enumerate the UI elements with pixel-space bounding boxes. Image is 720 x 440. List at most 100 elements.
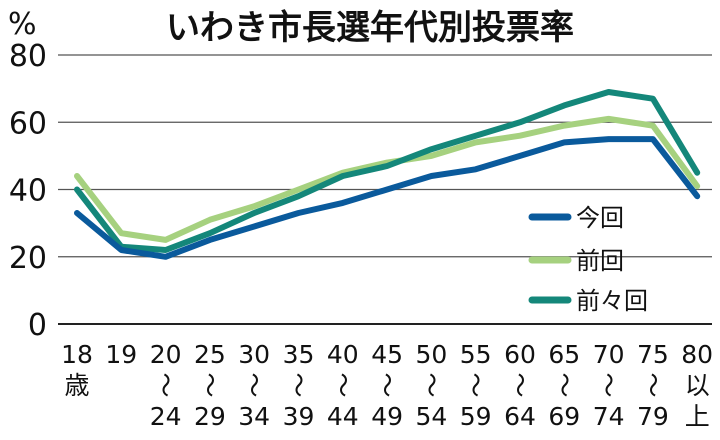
x-tick-label-line: 45 [371, 340, 403, 369]
x-tick-label-line: 40 [327, 340, 359, 369]
data-point [430, 148, 432, 150]
x-tick-label-line: ～ [594, 372, 623, 397]
x-tick-label-line: 54 [415, 402, 447, 431]
data-point [120, 232, 122, 234]
x-tick-label: 19 [105, 340, 137, 369]
y-unit-label: % [8, 7, 37, 42]
data-point [519, 155, 521, 157]
data-point [652, 125, 654, 127]
x-tick-label-line: 18 [61, 340, 93, 369]
data-point [120, 249, 122, 251]
x-tick-label: 25 ～ 29 [194, 340, 226, 431]
x-tick-label: 50 ～ 54 [415, 340, 447, 431]
x-tick-label-line: 50 [415, 340, 447, 369]
data-point [652, 138, 654, 140]
data-point [563, 141, 565, 143]
data-point [608, 138, 610, 140]
x-tick-label: 35 ～ 39 [283, 340, 315, 431]
data-point [563, 125, 565, 127]
x-tick-label-line: 34 [238, 402, 270, 431]
x-tick-label-line: ～ [416, 372, 445, 397]
data-point [386, 165, 388, 167]
x-tick-label-line: 20 [150, 340, 182, 369]
data-point [342, 175, 344, 177]
x-tick-label-line: 55 [460, 340, 492, 369]
data-point [696, 172, 698, 174]
y-tick-label: 40 [9, 174, 47, 209]
legend-label: 前回 [576, 247, 624, 275]
x-tick-label-line: ～ [638, 372, 667, 397]
x-tick-label-line: 59 [460, 402, 492, 431]
x-tick-label-line: 19 [105, 340, 137, 369]
x-tick-label-line: 75 [637, 340, 669, 369]
y-tick-label: 60 [9, 106, 47, 141]
x-tick-label-line: 29 [194, 402, 226, 431]
x-tick-label-line: 25 [194, 340, 226, 369]
data-point [475, 168, 477, 170]
data-point [563, 104, 565, 106]
x-tick-label-line: 歳 [64, 371, 89, 400]
data-point [209, 239, 211, 241]
x-tick-label-line: ～ [151, 372, 180, 397]
x-tick-label-line: 74 [593, 402, 625, 431]
data-point [76, 212, 78, 214]
x-tick-label-line: ～ [239, 372, 268, 397]
data-point [298, 212, 299, 214]
x-tick-label-line: 上 [685, 402, 710, 431]
data-point [608, 91, 610, 93]
y-tick-label: 80 [9, 39, 47, 74]
series-lines [74, 89, 701, 260]
x-tick-label: 18歳 [61, 340, 93, 400]
data-point [209, 219, 211, 221]
data-point [298, 195, 299, 197]
data-point [519, 121, 521, 123]
x-tick-label-line: 44 [327, 402, 359, 431]
x-tick-label-line: 64 [504, 402, 536, 431]
data-point [519, 135, 521, 137]
data-point [165, 249, 167, 251]
data-point [608, 118, 610, 120]
data-point [696, 185, 698, 187]
x-tick-label: 45 ～ 49 [371, 340, 403, 431]
x-tick-label: 65 ～ 69 [548, 340, 580, 431]
x-tick-label-line: 69 [548, 402, 580, 431]
x-tick-label-line: ～ [372, 372, 401, 397]
chart-title: いわき市長選年代別投票率 [166, 8, 574, 48]
y-axis: 0 20 40 60 80 [9, 39, 47, 343]
x-tick-label-line: 60 [504, 340, 536, 369]
data-point [475, 141, 477, 143]
x-tick-label-line: 70 [593, 340, 625, 369]
data-point [652, 98, 654, 100]
x-tick-label-line: 35 [283, 340, 315, 369]
x-tick-label-line: 65 [548, 340, 580, 369]
data-point [430, 155, 432, 157]
x-tick-label: 20 ～ 24 [150, 340, 182, 431]
x-tick-label-line: 80 [681, 340, 713, 369]
x-tick-label: 70 ～ 74 [593, 340, 625, 431]
data-point [165, 256, 167, 258]
x-tick-label-line: ～ [461, 372, 490, 397]
data-point [430, 175, 432, 177]
x-tick-label-line: ～ [505, 372, 534, 397]
x-tick-label-line: ～ [284, 372, 313, 397]
x-tick-label-line: ～ [195, 372, 224, 397]
data-point [76, 175, 78, 177]
data-point [165, 239, 167, 241]
data-point [475, 135, 477, 137]
x-tick-label: 75 ～ 79 [637, 340, 669, 431]
x-tick-label: 30 ～ 34 [238, 340, 270, 431]
x-tick-label: 55 ～ 59 [460, 340, 492, 431]
x-tick-label-line: 49 [371, 402, 403, 431]
x-tick-label-line: 以 [685, 371, 710, 400]
data-point [342, 202, 344, 204]
legend-label: 前々回 [576, 287, 648, 315]
data-point [76, 189, 78, 190]
data-point [253, 205, 255, 207]
x-axis: 18歳 19 20 ～ 24 25 ～ 29 30 ～ 34 35 ～ 39 40 ～ 44 45 ～ 49 50 ～ 54… [61, 340, 713, 431]
x-tick-label-line: 39 [283, 402, 315, 431]
legend-label: 今回 [576, 204, 624, 232]
data-point [386, 189, 388, 190]
